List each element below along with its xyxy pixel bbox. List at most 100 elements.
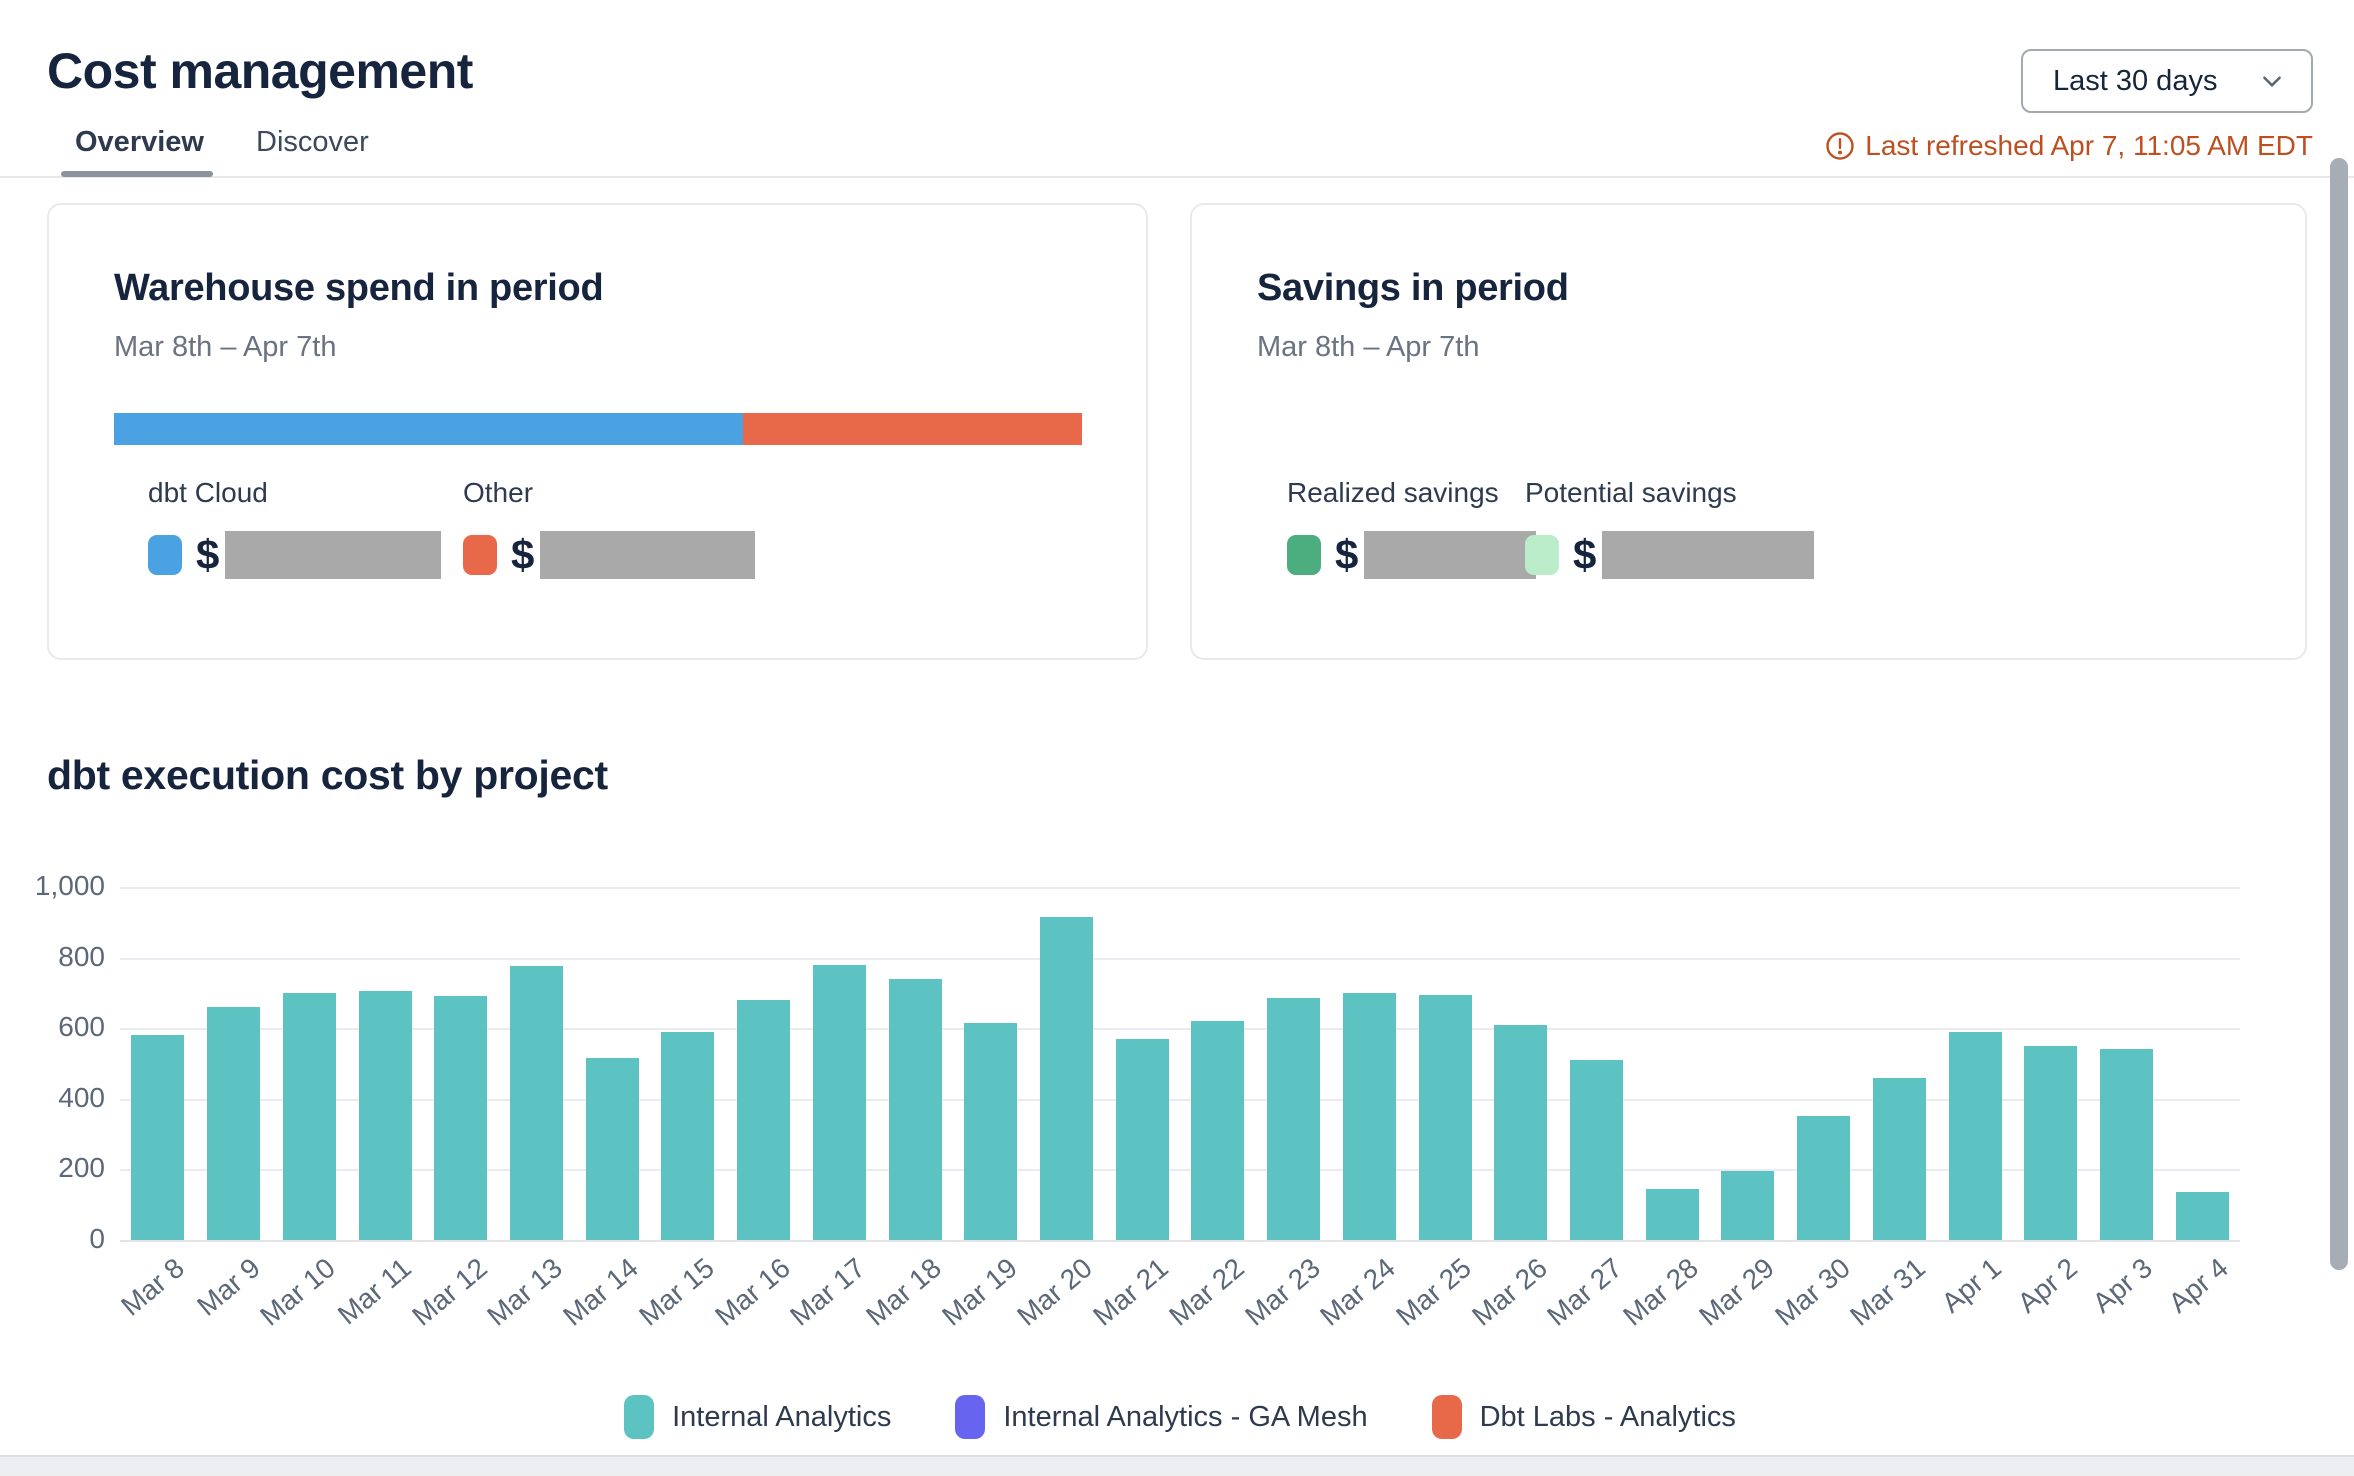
chart-bar-mar-15[interactable] (661, 1031, 715, 1240)
tab-overview[interactable]: Overview (75, 126, 204, 158)
chart-bar-mar-26[interactable] (1494, 1024, 1548, 1240)
x-axis-label: Mar 30 (1768, 1252, 1856, 1332)
chart-bar-mar-23[interactable] (1267, 998, 1321, 1240)
chart-bar-mar-9[interactable] (207, 1007, 261, 1240)
chart-bar-mar-8[interactable] (131, 1035, 185, 1240)
warehouse-spend-card: Warehouse spend in period Mar 8th – Apr … (47, 203, 1148, 660)
x-axis-label: Mar 23 (1238, 1252, 1326, 1332)
vertical-scrollbar-thumb[interactable] (2330, 158, 2348, 1270)
tab-discover[interactable]: Discover (256, 126, 369, 158)
gridline-y-400 (120, 1098, 2240, 1101)
gridline-y-0 (120, 1240, 2240, 1242)
spend-segment-dbt-cloud[interactable] (114, 413, 744, 445)
legend-item-internal-analytics[interactable]: Internal Analytics (624, 1395, 891, 1439)
x-axis-label: Mar 24 (1314, 1252, 1402, 1332)
legend-swatch (1431, 1395, 1462, 1439)
y-axis-label: 1,000 (34, 870, 105, 901)
legend-realized-savings: Realized savings $ (1287, 477, 1537, 579)
legend-swatch (955, 1395, 986, 1439)
x-axis-label: Mar 17 (784, 1252, 872, 1332)
card-subtitle: Mar 8th – Apr 7th (114, 331, 337, 363)
x-axis-label: Mar 15 (633, 1252, 720, 1332)
chart-bar-mar-27[interactable] (1569, 1060, 1623, 1240)
date-range-select[interactable]: Last 30 days (2021, 49, 2313, 113)
tab-bar: Overview Discover (0, 120, 2354, 178)
x-axis-label: Mar 19 (935, 1252, 1023, 1332)
x-axis-label: Mar 20 (1011, 1252, 1099, 1332)
gridline-y-200 (120, 1169, 2240, 1172)
currency-symbol: $ (1573, 531, 1597, 578)
chevron-down-icon (2259, 68, 2285, 94)
redacted-value (540, 531, 756, 579)
warning-icon (1825, 131, 1855, 161)
chart-bar-apr-4[interactable] (2175, 1192, 2229, 1240)
horizontal-scrollbar-track (0, 1455, 2354, 1476)
chart-bar-mar-22[interactable] (1191, 1021, 1245, 1240)
legend-swatch (624, 1395, 655, 1439)
x-axis-label: Mar 29 (1693, 1252, 1780, 1332)
legend-item-internal-analytics-ga-mesh[interactable]: Internal Analytics - GA Mesh (955, 1395, 1368, 1439)
y-axis-label: 200 (58, 1152, 105, 1184)
chart-bar-mar-20[interactable] (1039, 917, 1093, 1240)
chart-bar-mar-12[interactable] (434, 996, 488, 1240)
legend-label: Other (463, 477, 534, 508)
x-axis-label: Mar 13 (481, 1252, 569, 1332)
legend-potential-savings: Potential savings $ (1525, 477, 1815, 579)
card-subtitle: Mar 8th – Apr 7th (1257, 331, 1480, 363)
x-axis-label: Mar 12 (405, 1252, 493, 1332)
chart-bar-mar-25[interactable] (1418, 994, 1472, 1240)
chart-bar-mar-19[interactable] (964, 1022, 1018, 1240)
x-axis-label: Mar 27 (1541, 1252, 1629, 1332)
y-axis-label: 400 (58, 1081, 105, 1113)
card-title: Savings in period (1257, 267, 1569, 309)
chart-bar-mar-18[interactable] (888, 978, 942, 1240)
x-axis-label: Mar 10 (254, 1252, 342, 1332)
chart-bar-apr-3[interactable] (2099, 1049, 2153, 1240)
chart-bar-mar-17[interactable] (812, 964, 866, 1240)
x-axis-label: Mar 11 (331, 1252, 417, 1331)
chart-bar-mar-11[interactable] (358, 991, 412, 1240)
x-axis-label: Mar 16 (708, 1252, 796, 1332)
chart-bar-mar-28[interactable] (1645, 1188, 1699, 1240)
chart-bar-apr-1[interactable] (1948, 1031, 2002, 1240)
x-axis-label: Mar 26 (1465, 1252, 1553, 1332)
x-axis-label: Mar 8 (115, 1252, 190, 1322)
legend-label: Potential savings (1525, 477, 1737, 508)
currency-symbol: $ (196, 531, 220, 578)
y-axis-label: 600 (58, 1011, 105, 1043)
y-axis-label: 800 (58, 940, 105, 972)
currency-symbol: $ (1335, 531, 1359, 578)
active-tab-underline (61, 171, 213, 177)
x-axis-label: Apr 3 (2087, 1252, 2159, 1319)
chart-bar-mar-30[interactable] (1797, 1116, 1851, 1240)
x-axis-label: Apr 4 (2162, 1252, 2235, 1319)
chart-bar-apr-2[interactable] (2024, 1045, 2078, 1240)
chart-section-title: dbt execution cost by project (47, 752, 608, 798)
x-axis-label: Apr 1 (1935, 1252, 2007, 1319)
chart-bar-mar-16[interactable] (737, 1000, 791, 1240)
last-refreshed-text: Last refreshed Apr 7, 11:05 AM EDT (1865, 130, 2313, 161)
chart-bar-mar-21[interactable] (1115, 1038, 1169, 1240)
gridline-y-600 (120, 1028, 2240, 1031)
x-axis-label: Mar 9 (190, 1252, 266, 1322)
chart-bar-mar-29[interactable] (1721, 1171, 1775, 1240)
chart-bar-mar-10[interactable] (282, 992, 336, 1240)
savings-card: Savings in period Mar 8th – Apr 7th Real… (1190, 203, 2307, 660)
card-title: Warehouse spend in period (114, 267, 604, 309)
chart-bar-mar-24[interactable] (1342, 992, 1396, 1240)
legend-label: Realized savings (1287, 477, 1499, 508)
chart-bar-mar-14[interactable] (585, 1058, 639, 1240)
x-axis-label: Mar 22 (1163, 1252, 1250, 1332)
legend-text: Internal Analytics (672, 1400, 892, 1433)
legend-dbt-cloud: dbt Cloud $ (148, 477, 442, 579)
chart-bar-mar-31[interactable] (1872, 1077, 1926, 1240)
potential-savings-swatch (1525, 535, 1559, 575)
legend-item-dbt-labs-analytics[interactable]: Dbt Labs - Analytics (1431, 1395, 1736, 1439)
x-axis-label: Mar 14 (557, 1252, 645, 1332)
realized-savings-swatch (1287, 535, 1321, 575)
x-axis-label: Mar 25 (1390, 1252, 1477, 1332)
other-swatch (463, 535, 497, 575)
spend-segment-other[interactable] (743, 413, 1082, 445)
chart-bar-mar-13[interactable] (509, 966, 563, 1240)
x-axis-label: Mar 18 (860, 1252, 947, 1332)
